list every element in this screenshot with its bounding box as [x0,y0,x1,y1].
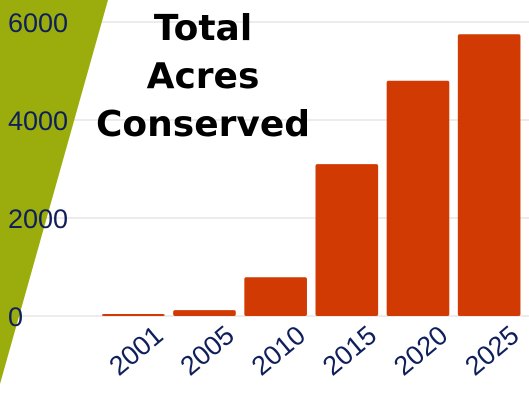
x-axis-ticks: 2001 2005 2010 2015 2020 2025 [103,320,524,382]
title-line: Acres [147,56,260,97]
y-axis-ticks: 0 2000 4000 6000 [8,8,68,332]
y-tick-label: 2000 [8,204,68,234]
title-line: Conserved [96,104,310,145]
chart-title: Total Acres Conserved [96,8,310,145]
y-tick-label: 6000 [8,8,68,38]
x-tick-label: 2001 [103,320,168,382]
bars [102,34,521,316]
y-tick-label: 0 [8,302,23,332]
bar-2020 [386,80,450,316]
x-tick-label: 2010 [246,320,311,382]
x-tick-label: 2025 [459,320,524,382]
accent-band [0,0,108,384]
bar-2001 [102,314,165,316]
bar-2025 [457,34,521,316]
x-tick-label: 2020 [388,320,453,382]
bar-2015 [315,164,379,316]
x-tick-label: 2005 [175,320,240,382]
bar-2010 [244,277,307,316]
title-line: Total [154,8,252,49]
y-tick-label: 4000 [8,106,68,136]
bar-2005 [173,310,236,316]
x-tick-label: 2015 [317,320,382,382]
